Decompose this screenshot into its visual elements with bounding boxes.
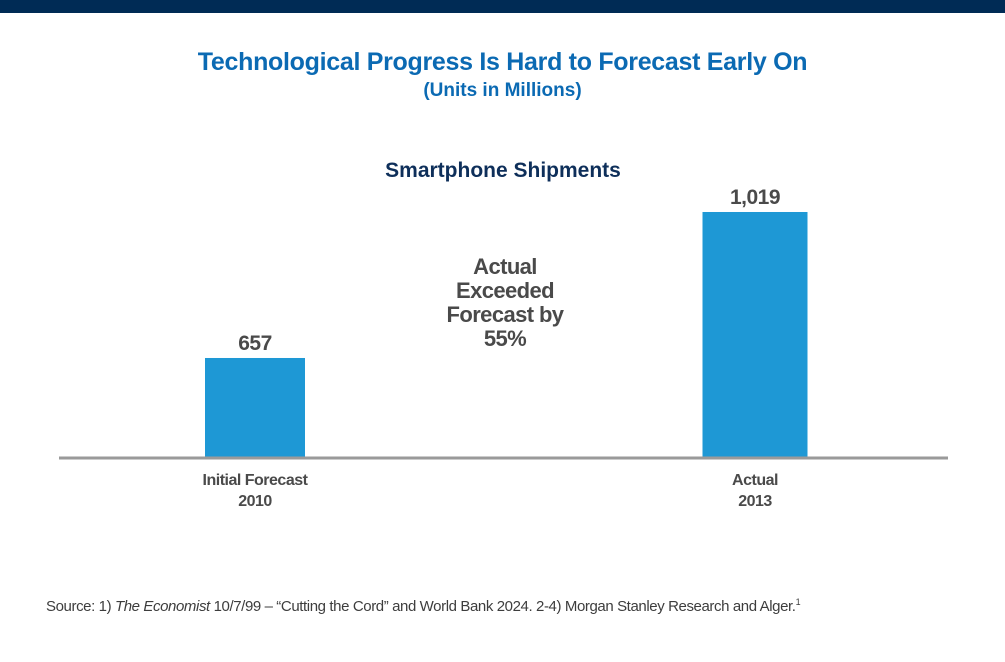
category-label-0-1: 2010 [238, 493, 272, 510]
annotation-line-0: Actual [473, 254, 537, 279]
annotation-line-2: Forecast by [447, 302, 565, 327]
annotation-line-1: Exceeded [456, 278, 554, 303]
data-label-0: 657 [238, 332, 272, 355]
data-label-1: 1,019 [730, 186, 780, 209]
footnote-marker: 1 [795, 597, 801, 607]
category-label-0-0: Initial Forecast [203, 472, 309, 489]
page-subtitle: (Units in Millions) [423, 80, 582, 101]
source-text: 10/7/99 – “Cutting the Cord” and World B… [209, 598, 796, 615]
bar-1 [702, 211, 808, 457]
category-label-1-1: 2013 [738, 493, 772, 510]
source-note: Source: 1) The Economist 10/7/99 – “Cutt… [46, 597, 801, 615]
annotation-line-3: 55% [484, 326, 526, 351]
source-prefix: Source: 1) [46, 598, 115, 615]
bar-0 [205, 357, 305, 457]
category-label-1-0: Actual [732, 472, 778, 489]
source-publication: The Economist [114, 598, 210, 615]
page-title: Technological Progress Is Hard to Foreca… [197, 48, 808, 76]
chart-title: Smartphone Shipments [385, 159, 621, 182]
top-banner [0, 0, 1005, 13]
